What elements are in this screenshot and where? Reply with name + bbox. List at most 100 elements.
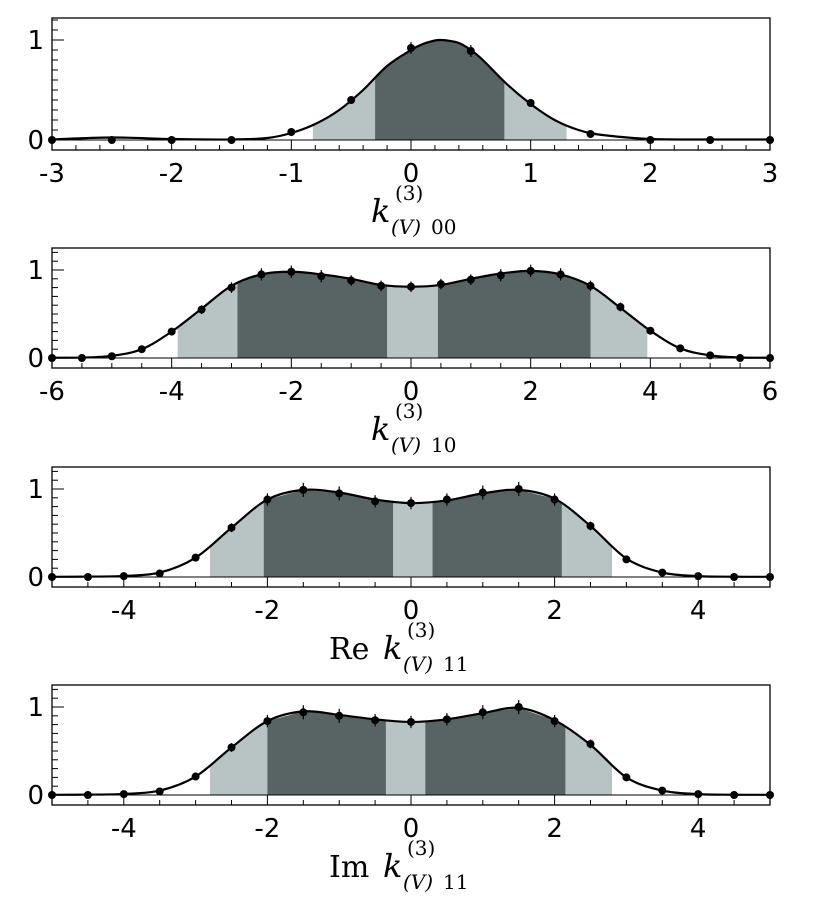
data-point (227, 136, 236, 144)
data-point (407, 499, 415, 508)
data-point (155, 569, 164, 578)
data-point (622, 773, 631, 782)
data-point (407, 44, 415, 52)
panel-2: -6 -4 -2 0 2 4 6 0 1 k (3) (V) 10 (27, 247, 779, 457)
x-tick-label: 2 (546, 814, 563, 844)
credible-bands (177, 270, 648, 358)
x-tick-label: 0 (403, 377, 420, 407)
data-point (335, 489, 344, 498)
data-point (736, 354, 745, 362)
x-axis-label: Im k (3) (V) 11 (329, 836, 468, 894)
credible-bands (209, 489, 613, 577)
x-tick-label: -2 (254, 814, 280, 844)
data-point (317, 272, 326, 281)
data-point (706, 351, 715, 360)
data-point (436, 280, 445, 289)
x-axis-label-subscript-paren: (V) (403, 652, 433, 676)
data-point (263, 717, 272, 726)
data-point (227, 283, 236, 292)
data-point (478, 708, 487, 717)
y-tick-label: 1 (27, 26, 44, 56)
x-axis-label-symbol: k (371, 192, 390, 230)
data-point (496, 271, 505, 280)
x-tick-label: 0 (403, 159, 420, 189)
data-point (155, 787, 164, 796)
y-tick-label: 1 (27, 256, 44, 286)
inner-band-1 (375, 40, 505, 140)
y-tick-label: 0 (27, 563, 44, 593)
x-tick-label: 3 (762, 159, 779, 189)
x-tick-label: -4 (159, 377, 185, 407)
x-tick-label: 4 (642, 377, 659, 407)
data-point (287, 267, 296, 276)
credible-bands (312, 40, 567, 140)
data-point (191, 772, 200, 781)
y-tick-label: 0 (27, 344, 44, 374)
x-axis-label-subscript-index: 11 (443, 870, 468, 894)
data-point (191, 553, 200, 562)
x-tick-label: 6 (762, 377, 779, 407)
x-tick-label: 1 (522, 159, 539, 189)
data-point (676, 344, 685, 353)
panel-3: -4 -2 0 2 4 0 1 Re k (3) (V) 11 (27, 466, 774, 676)
x-axis-label-subscript-index: 00 (431, 215, 456, 239)
data-point (526, 99, 535, 107)
inner-band-2 (437, 270, 591, 358)
data-point (514, 485, 523, 493)
x-axis-label-subscript-paren: (V) (403, 870, 433, 894)
data-point (514, 703, 523, 711)
x-axis-label-subscript-paren: (V) (391, 433, 421, 457)
x-tick-label: 4 (690, 596, 707, 626)
x-axis-label-symbol: k (383, 847, 402, 885)
data-point (586, 521, 595, 530)
data-point (616, 302, 625, 311)
x-tick-label: -4 (111, 596, 137, 626)
x-axis-label: k (3) (V) 00 (371, 181, 456, 239)
data-point (371, 497, 380, 506)
data-point (478, 488, 487, 497)
x-tick-label: 0 (403, 596, 420, 626)
x-axis-label-subscript-paren: (V) (391, 215, 421, 239)
data-point (107, 136, 116, 144)
data-point (377, 281, 386, 290)
data-point (646, 326, 655, 335)
data-point (550, 495, 559, 504)
panel-1: -3 -2 -1 0 1 2 3 0 1 k (3) (V) 00 (27, 17, 779, 239)
inner-band-1 (267, 711, 386, 795)
x-tick-label: 2 (642, 159, 659, 189)
x-axis-label-symbol: k (371, 410, 390, 448)
credible-bands (209, 708, 613, 795)
data-point (526, 266, 535, 275)
posterior-curve (51, 38, 771, 141)
data-point (556, 270, 565, 279)
data-point (371, 716, 380, 725)
x-axis-label-superscript: (3) (395, 399, 423, 423)
data-point (107, 352, 116, 361)
x-tick-label: -2 (159, 159, 185, 189)
x-axis-label-superscript: (3) (395, 181, 423, 205)
data-point (197, 305, 206, 314)
data-point (442, 495, 451, 504)
data-point (694, 572, 703, 581)
inner-band-2 (432, 490, 562, 577)
data-point (730, 573, 739, 581)
x-axis-label-subscript-index: 11 (443, 652, 468, 676)
x-axis-label-subscript-index: 10 (431, 433, 456, 457)
x-axis-label: k (3) (V) 10 (371, 399, 456, 457)
x-axis-label: Re k (3) (V) 11 (329, 618, 468, 676)
x-axis-label-superscript: (3) (407, 836, 435, 860)
data-point (119, 790, 128, 799)
data-point (287, 128, 296, 136)
x-axis-label-superscript: (3) (407, 618, 435, 642)
data-point (586, 281, 595, 290)
data-point (77, 354, 86, 362)
inner-band-1 (237, 271, 388, 358)
x-axis-label-prefix: Im (329, 850, 369, 885)
data-point (227, 743, 236, 752)
y-tick-label: 0 (27, 781, 44, 811)
data-point (466, 275, 475, 284)
data-point (694, 790, 703, 799)
data-point (658, 786, 667, 795)
x-axis-label-prefix: Re (329, 632, 369, 667)
